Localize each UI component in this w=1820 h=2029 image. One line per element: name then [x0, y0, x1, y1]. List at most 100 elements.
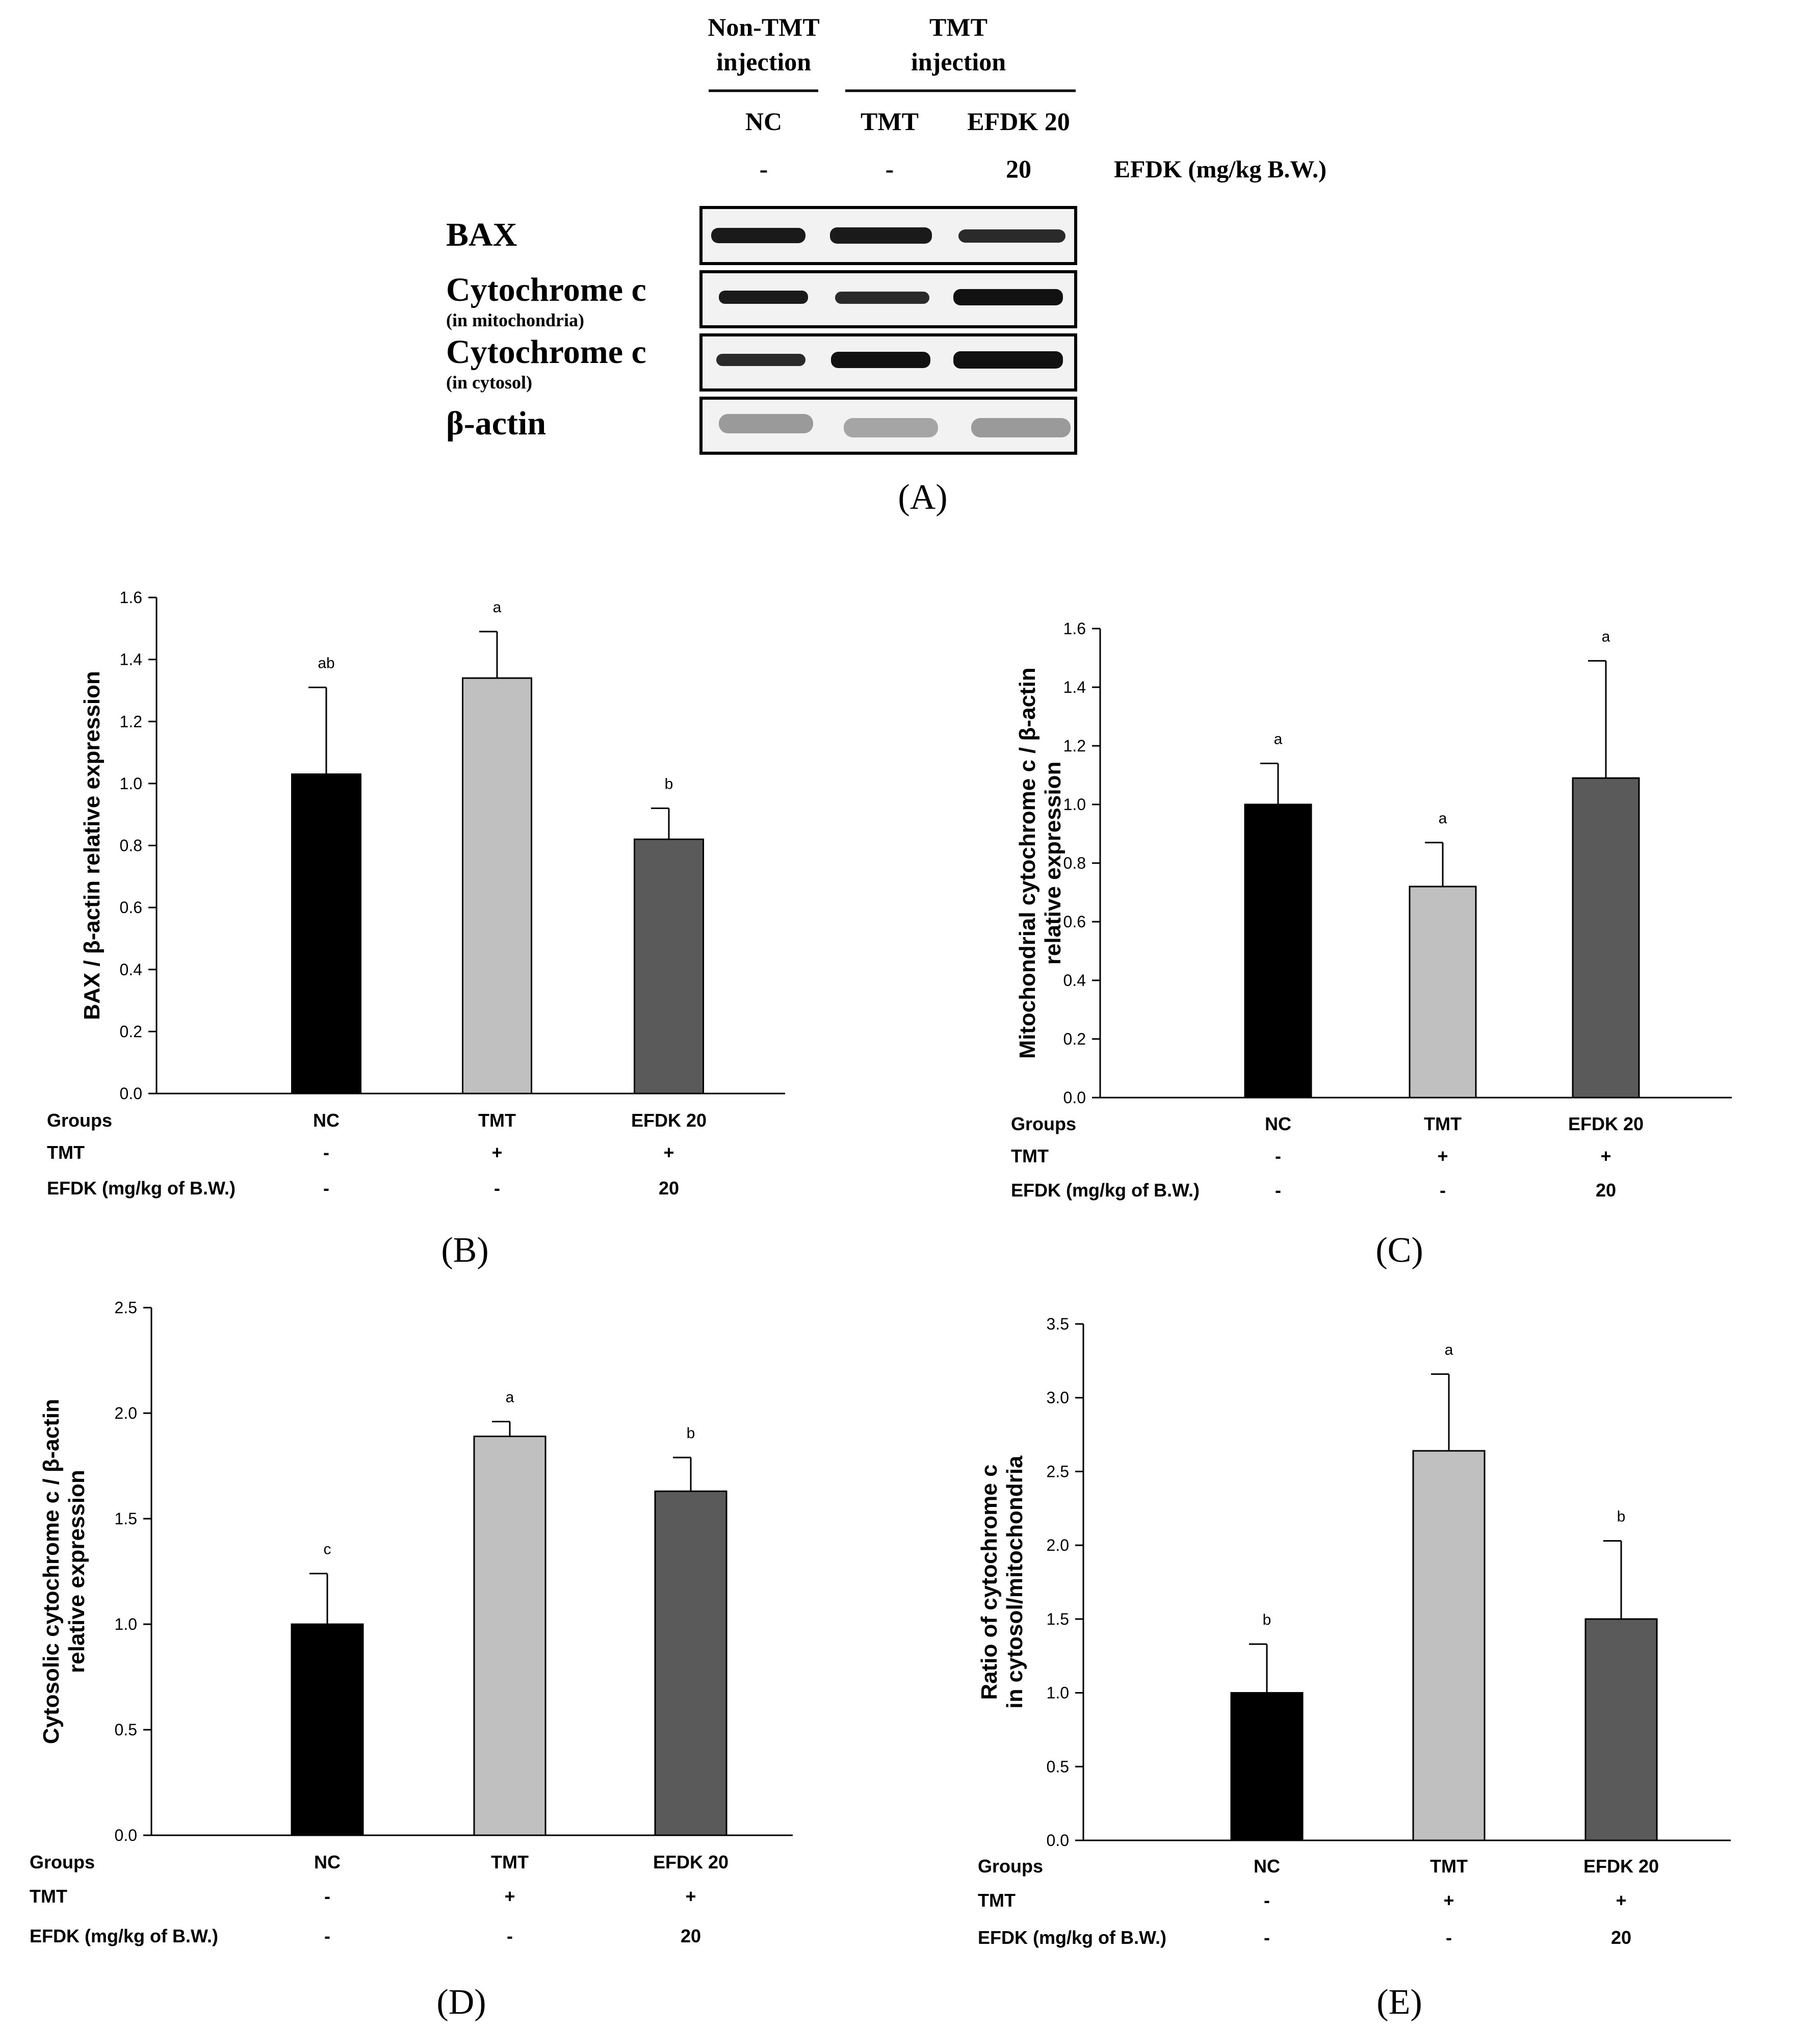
y-tick-label: 2.5: [1047, 1462, 1069, 1480]
y-tick-label: 1.2: [1063, 737, 1086, 755]
table-cell-efdk-d: -: [507, 1926, 513, 1946]
bar-b-3: [634, 838, 704, 1095]
table-cell-efdk-e: -: [1446, 1927, 1452, 1948]
table-cell-tmt-b: +: [491, 1142, 502, 1163]
significance-letter-c-1: a: [1274, 731, 1283, 748]
chart-panel-b: 0.0 0.2 0.4 0.6 0.8 1.0 1.2 1.4 1.6 BAX / β-actin…: [47, 588, 785, 1270]
y-tick-label: 2.0: [1047, 1536, 1069, 1554]
table-cell-efdk-d: -: [324, 1926, 330, 1946]
table-cell-tmt-c: +: [1437, 1146, 1448, 1166]
table-row-title-tmt-e: TMT: [978, 1890, 1016, 1911]
table-cell-efdk-b: -: [494, 1178, 500, 1199]
y-tick-label: 1.2: [120, 712, 142, 731]
y-tick-label: 2.5: [115, 1298, 137, 1317]
bar-d-3: [654, 1490, 727, 1836]
table-cell-efdk-d: 20: [681, 1926, 701, 1946]
y-tick-label: 1.0: [115, 1615, 137, 1633]
table-cell-efdk-e: 20: [1611, 1927, 1631, 1948]
table-cell-efdk-c: -: [1440, 1180, 1446, 1201]
bar-e-2: [1412, 1450, 1486, 1841]
table-cell-groups-e: NC: [1254, 1856, 1280, 1877]
dose-value-tmt: -: [886, 154, 894, 183]
significance-letter-b-1: ab: [318, 655, 334, 671]
chart-panel-e: 0.0 0.5 1.0 1.5 2.0 2.5 3.0 3.5 Ratio of cytochr…: [977, 1315, 1731, 2022]
table-row-title-groups-c: Groups: [1011, 1113, 1076, 1134]
table-cell-tmt-e: -: [1264, 1890, 1270, 1911]
bar-c-2: [1409, 886, 1477, 1099]
header-group-2-line2: injection: [911, 47, 1006, 76]
table-row-title-tmt-d: TMT: [30, 1886, 67, 1907]
table-cell-groups-b: NC: [313, 1110, 340, 1131]
western-blot-panel: Non-TMT injection TMT injection NC TMT E…: [446, 13, 1327, 517]
table-cell-tmt-d: +: [504, 1886, 515, 1907]
chart-panel-d: 0.0 0.5 1.0 1.5 2.0 2.5 Cytosolic cytochrome c…: [30, 1298, 793, 2022]
y-tick-label: 1.0: [1047, 1684, 1069, 1702]
table-row-title-efdk-b: EFDK (mg/kg of B.W.): [47, 1178, 236, 1199]
panel-label-a: (A): [898, 478, 947, 517]
table-cell-tmt-c: +: [1600, 1146, 1611, 1166]
y-tick-label: 1.6: [1063, 619, 1086, 638]
y-tick-label: 3.0: [1047, 1389, 1069, 1407]
bar-c-3: [1572, 777, 1640, 1099]
significance-letter-b-3: b: [665, 776, 673, 793]
blot-row-label-cytc-mito: Cytochrome c: [446, 271, 646, 308]
table-cell-efdk-e: -: [1264, 1927, 1270, 1948]
header-group-1-line1: Non-TMT: [708, 13, 819, 41]
table-cell-efdk-b: -: [323, 1178, 329, 1199]
panel-label-e: (E): [1376, 1983, 1422, 2022]
significance-letter-e-1: b: [1263, 1611, 1271, 1628]
table-cell-groups-c: NC: [1265, 1113, 1291, 1134]
table-cell-groups-b: TMT: [478, 1110, 516, 1131]
y-tick-label: 0.4: [120, 960, 142, 979]
y-tick-label: 1.0: [120, 774, 142, 793]
y-tick-label: 0.5: [115, 1721, 137, 1739]
bar-e-3: [1584, 1618, 1658, 1841]
y-tick-label: 1.5: [115, 1510, 137, 1528]
y-tick-label: 0.2: [1063, 1030, 1086, 1048]
bar-d-2: [473, 1436, 547, 1836]
blot-image-actin: [699, 397, 1077, 455]
significance-letter-d-1: c: [324, 1541, 331, 1558]
table-cell-groups-b: EFDK 20: [631, 1110, 707, 1131]
y-axis-label-e: Ratio of cytochrome c: [977, 1464, 1002, 1700]
y-tick-label: 0.5: [1047, 1757, 1069, 1776]
y-tick-label: 0.8: [120, 837, 142, 855]
y-axis-label-d: Cytosolic cytochrome c / β-actin: [39, 1399, 64, 1744]
y-tick-label: 0.0: [1063, 1088, 1086, 1107]
y-tick-label: 1.0: [1063, 795, 1086, 814]
lane-label-efdk: EFDK 20: [967, 107, 1070, 136]
dose-label: EFDK (mg/kg B.W.): [1114, 156, 1327, 183]
significance-letter-d-2: a: [506, 1389, 514, 1406]
y-tick-label: 0.8: [1063, 854, 1086, 872]
table-cell-tmt-d: +: [685, 1886, 696, 1907]
y-tick-label: 0.6: [1063, 913, 1086, 931]
panel-label-b: (B): [441, 1231, 488, 1270]
bar-b-1: [291, 773, 361, 1095]
bar-d-1: [291, 1623, 364, 1836]
y-tick-label: 1.5: [1047, 1610, 1069, 1628]
y-tick-label: 1.4: [1063, 678, 1086, 696]
y-tick-label: 3.5: [1047, 1315, 1069, 1333]
header-group-2-line1: TMT: [929, 13, 987, 41]
y-tick-label: 0.4: [1063, 971, 1086, 990]
significance-letter-d-3: b: [687, 1425, 695, 1442]
table-cell-groups-d: NC: [314, 1852, 341, 1872]
bar-c-1: [1244, 803, 1312, 1099]
table-cell-tmt-e: +: [1616, 1890, 1626, 1911]
y-tick-label: 0.0: [1047, 1831, 1069, 1850]
blot-row-label-cytc-cytosol: Cytochrome c: [446, 333, 646, 371]
blot-row-label-bax: BAX: [446, 216, 517, 253]
table-row-title-groups-e: Groups: [978, 1856, 1043, 1877]
chart-panel-c: 0.0 0.2 0.4 0.6 0.8 1.0 1.2 1.4 1.6 Mitochondrial…: [1011, 619, 1732, 1270]
y-tick-label: 1.6: [120, 588, 142, 607]
header-group-1-line2: injection: [716, 47, 811, 76]
table-cell-tmt-d: -: [324, 1886, 330, 1907]
table-cell-efdk-c: -: [1275, 1180, 1281, 1201]
table-cell-groups-c: TMT: [1424, 1113, 1462, 1134]
table-row-title-groups-b: Groups: [47, 1110, 112, 1131]
y-axis-label-b: BAX / β-actin relative expression: [80, 671, 105, 1020]
significance-letter-e-3: b: [1617, 1508, 1626, 1525]
table-row-title-efdk-e: EFDK (mg/kg of B.W.): [978, 1927, 1166, 1948]
table-cell-efdk-b: 20: [659, 1178, 679, 1199]
lane-label-nc: NC: [745, 107, 782, 136]
